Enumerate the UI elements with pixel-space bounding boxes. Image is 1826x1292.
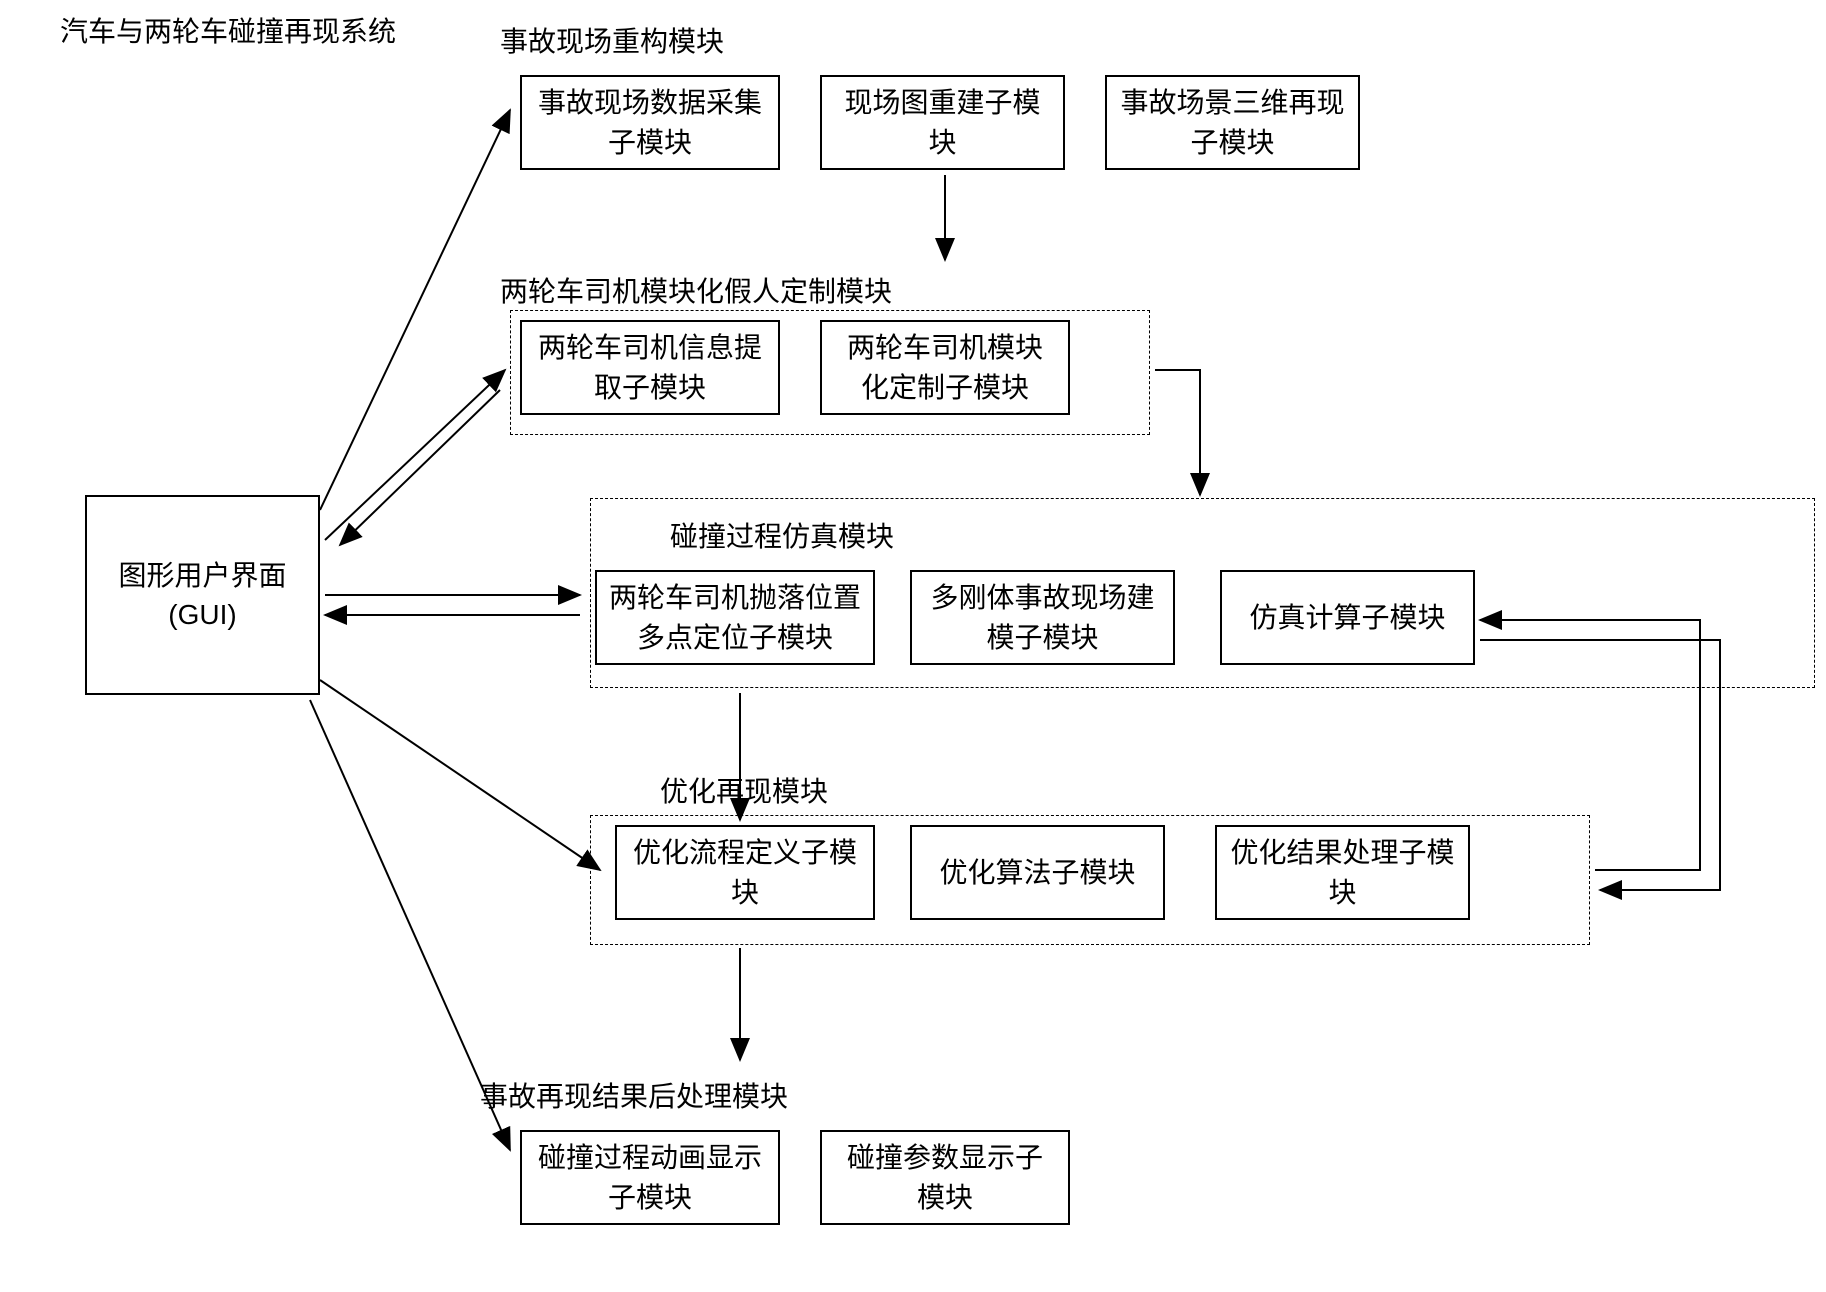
gui-box: 图形用户界面 (GUI) [85,495,320,695]
section5-box-1: 碰撞参数显示子模块 [820,1130,1070,1225]
section1-box-1: 现场图重建子模块 [820,75,1065,170]
section1-title: 事故现场重构模块 [500,20,724,60]
section3-title: 碰撞过程仿真模块 [670,515,894,555]
section2-box-1: 两轮车司机模块化定制子模块 [820,320,1070,415]
section4-box-1: 优化算法子模块 [910,825,1165,920]
section4-box-2: 优化结果处理子模块 [1215,825,1470,920]
section1-box-0: 事故现场数据采集子模块 [520,75,780,170]
section5-title: 事故再现结果后处理模块 [480,1075,788,1115]
section1-box-2: 事故场景三维再现子模块 [1105,75,1360,170]
section3-box-0: 两轮车司机抛落位置多点定位子模块 [595,570,875,665]
section5-box-0: 碰撞过程动画显示子模块 [520,1130,780,1225]
section2-title: 两轮车司机模块化假人定制模块 [500,270,892,310]
section2-box-0: 两轮车司机信息提取子模块 [520,320,780,415]
system-title: 汽车与两轮车碰撞再现系统 [60,10,396,50]
section4-title: 优化再现模块 [660,770,828,810]
section3-box-1: 多刚体事故现场建模子模块 [910,570,1175,665]
section3-box-2: 仿真计算子模块 [1220,570,1475,665]
section4-box-0: 优化流程定义子模块 [615,825,875,920]
